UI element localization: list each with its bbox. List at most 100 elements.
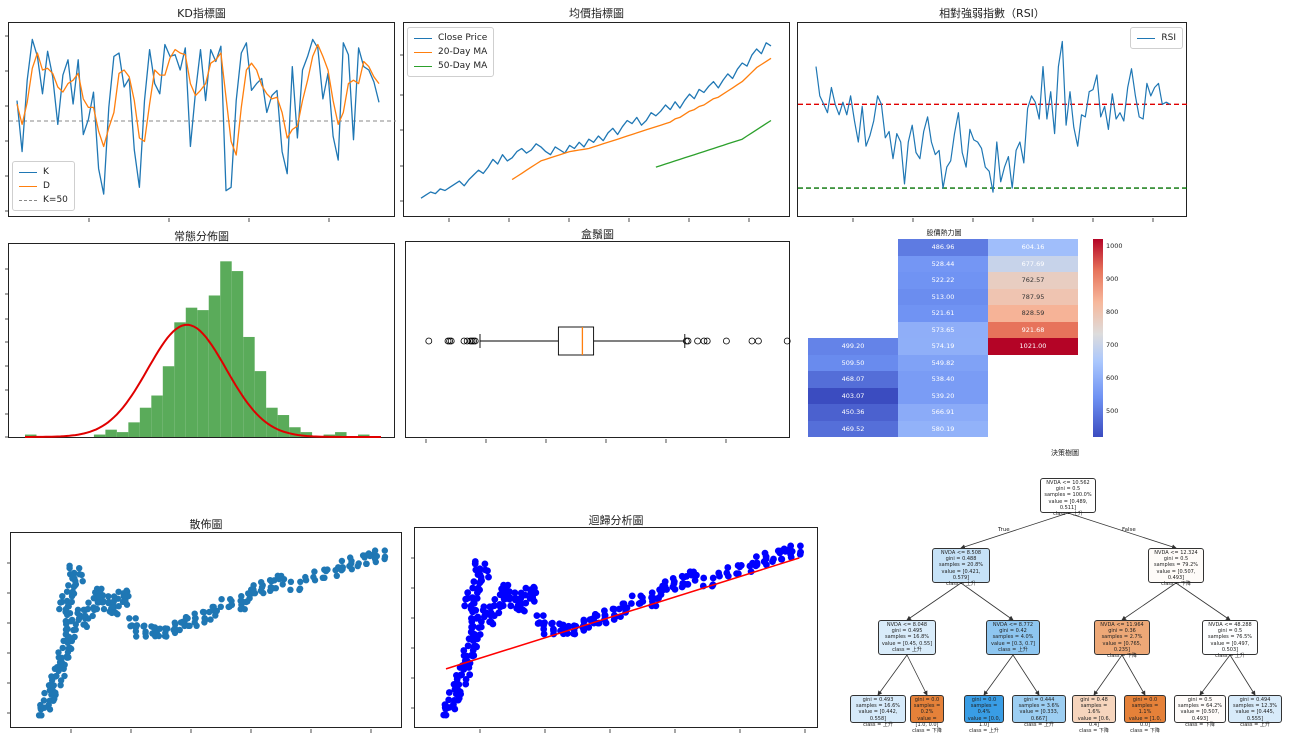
scatter-point [133, 633, 140, 640]
heatmap-cell: 499.20 [808, 338, 898, 355]
scatter-point [85, 599, 92, 606]
tree-node-line: class = 上升 [946, 581, 976, 588]
tree-node-line: value = [0.0, 1.0] [967, 715, 1001, 728]
tree-node-line: samples = 3.6% [1018, 703, 1060, 710]
heatmap-panel: 股價熱力圖 499.20 509.50 468.07 403.07 450.36 469.… [800, 228, 1130, 438]
tree-node-RR: NVDA <= 48.288 gini = 0.5 samples = 76.5% v… [1202, 620, 1258, 659]
ma-legend-close: Close Price [414, 31, 487, 45]
heatmap-cell: 921.68 [988, 321, 1078, 338]
scatter-point [68, 616, 76, 624]
hist-bar-22 [277, 415, 290, 437]
scatter-point [354, 562, 361, 570]
scatter-point [258, 584, 266, 591]
box-outlier-9 [471, 337, 479, 345]
tree-node-line: samples = 100.0% [1044, 492, 1092, 499]
regression-point [490, 602, 498, 610]
scatter-point [287, 578, 295, 585]
scatter-point [155, 632, 163, 640]
scatter-point [56, 605, 63, 613]
regression-point [522, 599, 530, 607]
scatter-point [53, 672, 60, 680]
regression-point [540, 625, 548, 633]
regression-point [769, 558, 776, 565]
tree-node-line: samples = 1.1% [1131, 703, 1159, 716]
regression-point [522, 584, 530, 592]
scatter-point [84, 605, 92, 613]
scatter-point [371, 547, 379, 554]
tree-node-line: class = 上升 [998, 646, 1028, 653]
heatmap-cell: 468.07 [808, 371, 898, 388]
hist-bar-23 [289, 427, 301, 437]
tree-node-line: value = [0.507, 0.493] [1156, 568, 1196, 581]
scatter-point [114, 595, 122, 602]
ma-chart [400, 42, 772, 222]
scatter-point [338, 564, 346, 571]
regression-point [610, 605, 618, 613]
scatter-point [65, 582, 72, 589]
scatter-point [142, 630, 149, 637]
regression-point [593, 612, 601, 619]
scatter-point [65, 633, 73, 641]
tree-node-line: NVDA <= 12.324 [1154, 550, 1198, 556]
regression-point [530, 583, 538, 591]
hist-bar-13 [174, 322, 186, 437]
tree-node-line: value = [0.497, 0.503] [1210, 640, 1250, 653]
scatter-point [213, 607, 220, 615]
scatter-point [72, 578, 79, 585]
scatter-point [132, 615, 139, 622]
scatter-point [61, 661, 68, 668]
scatter-point [297, 578, 304, 585]
regression-point [472, 642, 479, 650]
scatter-point [95, 593, 103, 600]
kd-title: KD指標圖 [177, 7, 226, 20]
scatter-point [271, 577, 278, 584]
regression-point [716, 572, 723, 580]
regression-point [549, 619, 556, 627]
scatter-point [217, 603, 224, 610]
scatter-point [250, 582, 257, 589]
ma-plot: Close Price 20-Day MA 50-Day MA [400, 22, 790, 222]
regression-point [780, 545, 788, 553]
tree-edge-10 [1093, 654, 1123, 696]
box-outlier-4 [460, 337, 468, 345]
heatmap-cell: 539.20 [898, 387, 988, 404]
tree-node-line: samples = 0.2% [913, 703, 941, 716]
tree-node-line: gini = 0.5 [1163, 556, 1189, 563]
kd-legend-k50: K=50 [19, 193, 68, 207]
scatter-point [59, 644, 66, 652]
tree-node-h: gini = 0.494 samples = 12.3% value = [0.44… [1228, 695, 1282, 728]
regression-point [700, 574, 708, 582]
regression-point [670, 580, 678, 587]
scatter-point [302, 577, 310, 584]
regression-chart [411, 542, 806, 733]
scatter-point [61, 672, 68, 680]
box-outlier-11 [684, 337, 692, 345]
tree-node-line: class = 下降 [1161, 581, 1191, 588]
regression-plot [411, 527, 818, 733]
tree-edge-7 [906, 654, 928, 696]
scatter-point [371, 555, 379, 563]
scatter-point [202, 616, 209, 623]
box-outlier-13 [700, 337, 708, 345]
regression-point [473, 595, 481, 602]
heatmap-cell: 580.19 [898, 420, 988, 437]
heatmap-grid: 499.20 509.50 468.07 403.07 450.36 469.52 486.… [808, 239, 1078, 437]
tree-node-line: class = 上升 [969, 728, 999, 735]
regression-point [470, 578, 478, 585]
regression-point [495, 609, 503, 617]
box-outlier-14 [703, 337, 711, 345]
scatter-point [57, 677, 65, 684]
heatmap-cell: 677.69 [988, 255, 1078, 272]
scatter-point [62, 617, 69, 625]
regression-point [462, 676, 470, 683]
rsi-legend-rsi: RSI [1137, 31, 1176, 45]
regression-point [521, 607, 528, 615]
hist-bar-9 [128, 422, 140, 437]
hist-bar-18 [231, 271, 244, 437]
tree-edge-2 [906, 582, 962, 621]
scatter-point [171, 619, 178, 626]
scatter-point [185, 622, 192, 629]
tree-node-line: gini = 0.494 [1239, 697, 1271, 703]
tree-node-g: gini = 0.5 samples = 64.2% value = [0.507,… [1174, 695, 1226, 728]
hist-bar-16 [208, 295, 221, 437]
